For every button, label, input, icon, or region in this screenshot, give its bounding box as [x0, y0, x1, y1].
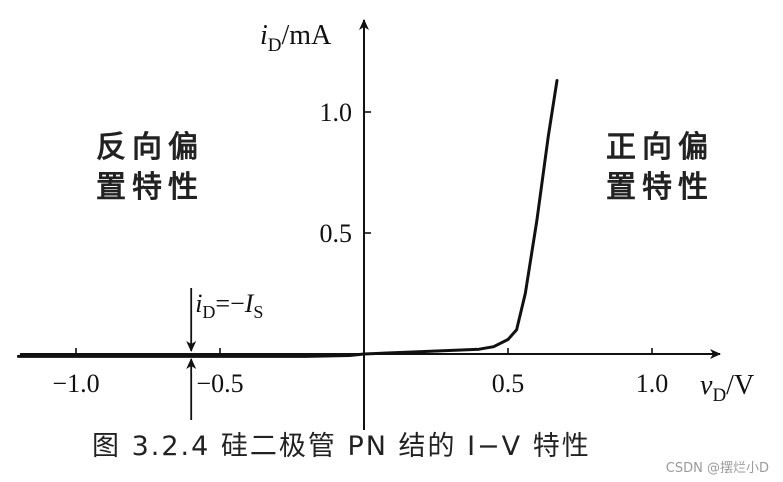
- axis-labels: iD/mA vD/V: [260, 20, 754, 406]
- reverse-saturation-annotation: iD=−IS: [186, 288, 263, 420]
- iv-curve: [16, 79, 559, 358]
- y-tick-label: 0.5: [320, 219, 353, 248]
- annotation-label: iD=−IS: [195, 289, 263, 322]
- curve-layer: [16, 79, 559, 358]
- y-tick-label: 1.0: [320, 98, 353, 127]
- watermark: CSDN @摆烂小D: [665, 461, 769, 476]
- x-tick-label: −0.5: [196, 369, 243, 398]
- x-tick-label: 0.5: [492, 369, 525, 398]
- reverse-bias-label: 反向偏置特性: [96, 130, 204, 205]
- x-axis-label: vD/V: [700, 370, 754, 406]
- axes: [20, 19, 721, 430]
- forward-bias-label: 正向偏置特性: [606, 130, 714, 205]
- y-axis-label: iD/mA: [260, 20, 332, 56]
- ticks: −1.0 −0.5 0.5 1.0 0.5 1.0: [52, 98, 668, 398]
- x-tick-label: 1.0: [636, 369, 669, 398]
- x-tick-label: −1.0: [52, 369, 99, 398]
- figure-caption: 图 3.2.4 硅二极管 PN 结的 I−V 特性: [92, 431, 591, 462]
